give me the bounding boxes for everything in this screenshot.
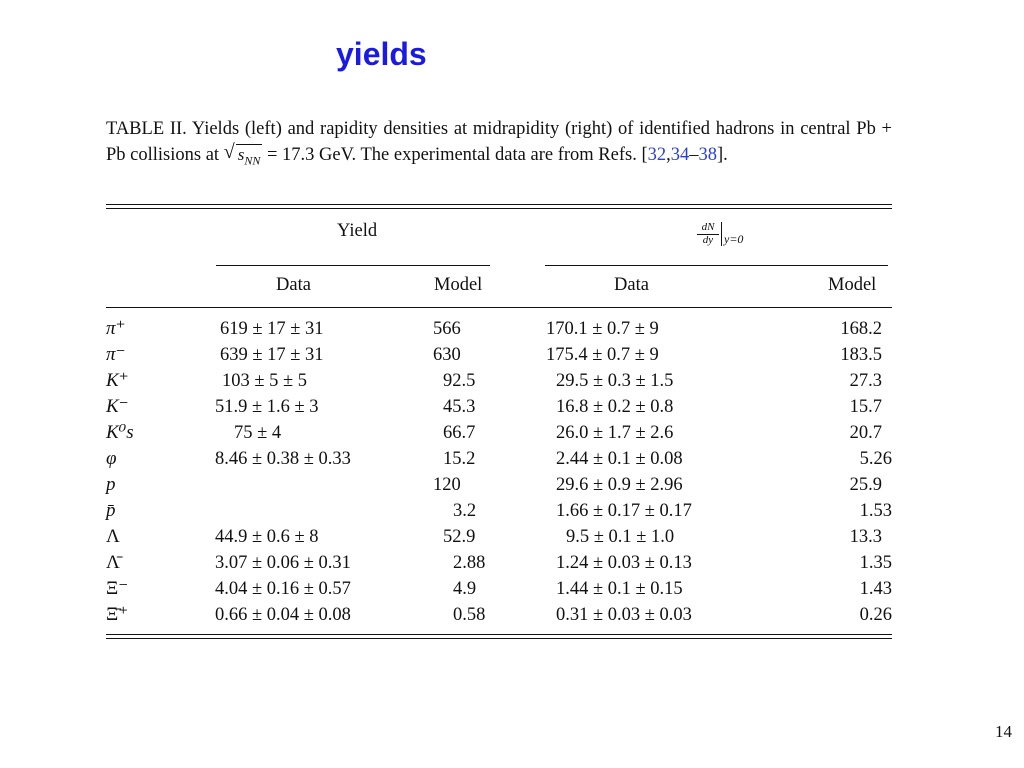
dndy-model-cell: 1.53 bbox=[859, 501, 892, 521]
yield-model-cell: 92.5 bbox=[443, 371, 476, 391]
sqrt-label: s bbox=[237, 145, 245, 164]
eval-subscript: y=0 bbox=[724, 232, 744, 246]
col-header-dndy-model: Model bbox=[828, 275, 877, 295]
dndy-model-cell: 5.26 bbox=[859, 449, 892, 469]
header-bottom-rule bbox=[106, 307, 892, 308]
dndy-model-cell: 20.7 bbox=[849, 423, 882, 443]
particle-label: p bbox=[106, 474, 116, 495]
slide-title: yields bbox=[336, 36, 427, 72]
dndy-model-cell: 168.2 bbox=[840, 319, 882, 339]
caption-comma: , bbox=[666, 145, 671, 165]
yield-data-cell: 639 ± 17 ± 31 bbox=[220, 345, 324, 365]
dndy-model-cell: 183.5 bbox=[840, 345, 882, 365]
dndy-data-cell: 9.5 ± 0.1 ± 1.0 bbox=[566, 527, 675, 547]
ref-link-38[interactable]: 38 bbox=[698, 145, 717, 165]
dndy-model-cell: 13.3 bbox=[849, 527, 882, 547]
dndy-model-cell: 0.26 bbox=[859, 605, 892, 625]
dndy-data-cell: 0.31 ± 0.03 ± 0.03 bbox=[556, 605, 692, 625]
particle-label: Ξ⁻ bbox=[106, 578, 129, 599]
dndy-data-cell: 1.44 ± 0.1 ± 0.15 bbox=[556, 579, 683, 599]
page-number: 14 bbox=[995, 722, 1012, 741]
particle-label: φ bbox=[106, 448, 117, 469]
sqrt-sub: NN bbox=[244, 153, 261, 168]
group-header-dndy: dN dy bbox=[697, 222, 719, 246]
dndy-model-cell: 1.43 bbox=[859, 579, 892, 599]
yield-data-cell: 3.07 ± 0.06 ± 0.31 bbox=[215, 553, 351, 573]
dndy-numerator: dN bbox=[697, 222, 719, 235]
particle-label: K⁰s bbox=[106, 422, 134, 443]
yield-model-cell: 0.58 bbox=[453, 605, 486, 625]
table-top-rule-1 bbox=[106, 204, 892, 206]
yield-model-cell: 566 bbox=[433, 319, 461, 339]
yield-data-cell: 75 ± 4 bbox=[234, 423, 282, 443]
yield-model-cell: 45.3 bbox=[443, 397, 476, 417]
sqrt-snn: √ sNN bbox=[223, 141, 263, 168]
dndy-data-cell: 26.0 ± 1.7 ± 2.6 bbox=[556, 423, 674, 443]
dndy-data-cell: 2.44 ± 0.1 ± 0.08 bbox=[556, 449, 683, 469]
particle-label: p̄ bbox=[106, 500, 116, 521]
yield-model-cell: 120 bbox=[433, 475, 461, 495]
particle-label: π⁺ bbox=[106, 318, 126, 339]
particle-label: Λ bbox=[106, 526, 120, 547]
yield-data-cell: 44.9 ± 0.6 ± 8 bbox=[215, 527, 319, 547]
particle-label: Ξ̄⁺ bbox=[106, 604, 129, 625]
group-header-yield: Yield bbox=[337, 221, 378, 241]
dndy-data-cell: 29.6 ± 0.9 ± 2.96 bbox=[556, 475, 683, 495]
dndy-model-cell: 27.3 bbox=[849, 371, 882, 391]
yield-data-cell: 51.9 ± 1.6 ± 3 bbox=[215, 397, 319, 417]
caption-dash: – bbox=[689, 145, 699, 165]
ref-link-32[interactable]: 32 bbox=[647, 145, 667, 165]
yield-data-cell: 103 ± 5 ± 5 bbox=[222, 371, 308, 391]
dndy-model-cell: 25.9 bbox=[849, 475, 882, 495]
caption-text-3: ]. bbox=[716, 145, 728, 165]
yield-model-cell: 15.2 bbox=[443, 449, 476, 469]
yield-model-cell: 66.7 bbox=[443, 423, 476, 443]
caption-text-2: = 17.3 GeV. The experimental data are fr… bbox=[262, 145, 648, 165]
yield-model-cell: 630 bbox=[433, 345, 461, 365]
dndy-model-cell: 15.7 bbox=[849, 397, 882, 417]
dndy-model-cell: 1.35 bbox=[859, 553, 892, 573]
ref-link-34[interactable]: 34 bbox=[670, 145, 690, 165]
dndy-data-cell: 175.4 ± 0.7 ± 9 bbox=[546, 345, 659, 365]
particle-label: K⁺ bbox=[106, 370, 129, 391]
table-bottom-rule-2 bbox=[106, 638, 892, 640]
dndy-data-cell: 29.5 ± 0.3 ± 1.5 bbox=[556, 371, 674, 391]
yield-model-cell: 3.2 bbox=[453, 501, 477, 521]
dndy-data-cell: 1.24 ± 0.03 ± 0.13 bbox=[556, 553, 692, 573]
dndy-denominator: dy bbox=[702, 234, 714, 246]
particle-label: Λ̄ bbox=[106, 552, 120, 573]
particle-label: K⁻ bbox=[106, 396, 129, 417]
col-header-yield-model: Model bbox=[434, 275, 483, 295]
eval-bar bbox=[721, 222, 722, 246]
yield-data-cell: 0.66 ± 0.04 ± 0.08 bbox=[215, 605, 351, 625]
dndy-data-cell: 170.1 ± 0.7 ± 9 bbox=[546, 319, 659, 339]
yield-model-cell: 4.9 bbox=[453, 579, 477, 599]
table-caption: TABLE II. Yields (left) and rapidity den… bbox=[106, 116, 892, 173]
dndy-data-cell: 1.66 ± 0.17 ± 0.17 bbox=[556, 501, 692, 521]
table-bottom-rule-1 bbox=[106, 634, 892, 636]
table-top-rule-2 bbox=[106, 208, 892, 210]
group-rule-right bbox=[545, 265, 888, 266]
col-header-yield-data: Data bbox=[276, 275, 311, 295]
yield-data-cell: 4.04 ± 0.16 ± 0.57 bbox=[215, 579, 351, 599]
yield-model-cell: 52.9 bbox=[443, 527, 476, 547]
yield-model-cell: 2.88 bbox=[453, 553, 486, 573]
dndy-data-cell: 16.8 ± 0.2 ± 0.8 bbox=[556, 397, 674, 417]
particle-label: π⁻ bbox=[106, 344, 126, 365]
yield-data-cell: 619 ± 17 ± 31 bbox=[220, 319, 324, 339]
yield-data-cell: 8.46 ± 0.38 ± 0.33 bbox=[215, 449, 351, 469]
group-rule-left bbox=[216, 265, 490, 266]
caption-text-1: TABLE II. Yields (left) and rapidity den… bbox=[106, 119, 892, 165]
col-header-dndy-data: Data bbox=[614, 275, 649, 295]
